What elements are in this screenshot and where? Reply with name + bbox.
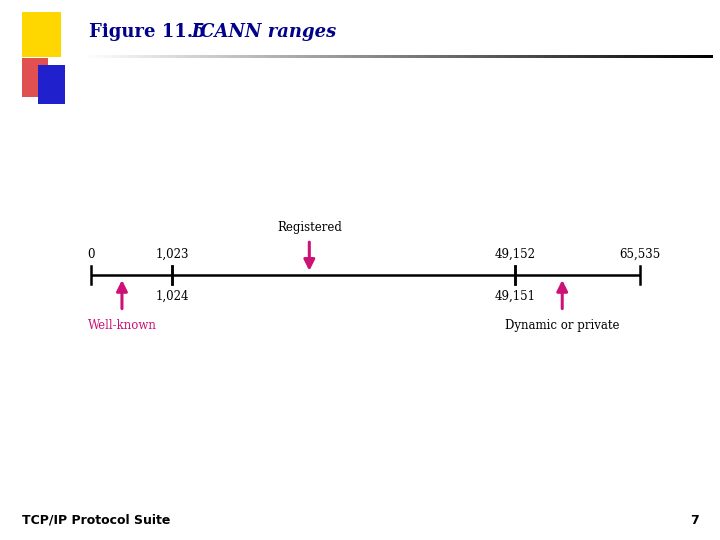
Text: 0: 0 xyxy=(87,248,94,261)
Text: 49,152: 49,152 xyxy=(495,248,536,261)
Text: Dynamic or private: Dynamic or private xyxy=(505,319,619,332)
Text: 65,535: 65,535 xyxy=(620,248,661,261)
Text: 1,024: 1,024 xyxy=(156,290,189,303)
Text: Registered: Registered xyxy=(277,221,342,234)
Text: Well-known: Well-known xyxy=(88,319,156,332)
Text: 7: 7 xyxy=(690,514,698,526)
Text: Figure 11.5: Figure 11.5 xyxy=(89,23,205,42)
Text: 49,151: 49,151 xyxy=(495,290,536,303)
Text: TCP/IP Protocol Suite: TCP/IP Protocol Suite xyxy=(22,514,170,526)
Text: 1,023: 1,023 xyxy=(156,248,189,261)
Text: ICANN ranges: ICANN ranges xyxy=(173,23,336,42)
